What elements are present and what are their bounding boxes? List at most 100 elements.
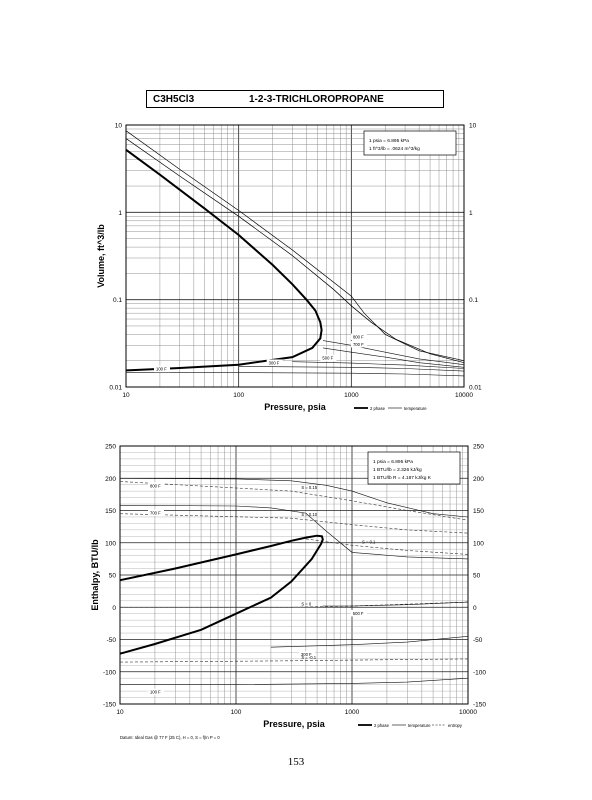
isotherm-label-bg [148, 688, 164, 696]
y-tick-label-right: 100 [473, 540, 484, 547]
isotherm-line [292, 361, 465, 369]
isotherm-label: 500 F [353, 611, 364, 616]
plot-frame [119, 445, 469, 705]
isotherm-label: 700 F [353, 342, 364, 347]
enthalpy-chart: 10 100 1000 10000-150-100-50050100150200250… [90, 444, 486, 741]
y-axis-label: Enthalpy, BTU/lb [90, 539, 100, 611]
isotherm-line [322, 347, 465, 368]
legend-label: entropy [448, 723, 463, 728]
temperature-curve [125, 130, 465, 362]
legend-label: 2 phase [370, 406, 386, 411]
legend-label: temperature [404, 406, 427, 411]
y-tick-label-right: 250 [473, 444, 484, 451]
plot-frame [125, 124, 465, 388]
isotherm-label-bg [148, 509, 164, 516]
y-tick-label: -150 [103, 702, 116, 709]
volume-chart: 10 100 1000 100000.010.11100.010.1110Pressu… [96, 123, 482, 413]
isotherm-label-bg [148, 482, 164, 489]
isotherm-label: 300 F [301, 652, 312, 657]
y-tick-label: 200 [105, 476, 116, 483]
y-tick-label: 100 [105, 540, 116, 547]
y-tick-label: 250 [105, 444, 116, 451]
compound-formula: C3H5Cl3 [153, 93, 195, 105]
entropy-line [120, 601, 469, 608]
entropy-line [119, 513, 469, 534]
y-tick-label-right: -100 [473, 669, 486, 676]
isotherm-label-bg [298, 651, 315, 658]
y-axis-label: Volume, ft^3/lb [96, 224, 106, 288]
legend-label: temperature [408, 723, 431, 728]
x-tick-label: 100 [233, 392, 244, 399]
isotherm-label: 700 F [150, 510, 161, 515]
entropy-label: S = 0 [301, 601, 312, 606]
isotherm-line [119, 478, 469, 518]
x-axis-label: Pressure, psia [263, 719, 326, 729]
datum-footnote: Datum: Ideal Gas @ 77 F (25 C), H = 0, S… [120, 735, 220, 740]
x-axis-label: Pressure, psia [264, 402, 327, 412]
isotherm-label-bg [350, 340, 367, 348]
compound-name: 1-2-3-TRICHLOROPROPANE [249, 93, 384, 105]
x-tick-label: 1000 [345, 709, 360, 716]
conversion-info-text: 1 psia = 6.895 kPa [369, 138, 409, 144]
entropy-label: S = 0.1 [362, 539, 376, 544]
isotherm-label-bg [266, 359, 283, 366]
entropy-line [119, 481, 469, 521]
y-tick-label: 0 [112, 605, 116, 612]
y-tick-label-right: -50 [473, 637, 483, 644]
y-tick-label-right: 0 [473, 605, 477, 612]
x-tick-label: 10000 [459, 709, 477, 716]
isotherm-label-bg [350, 333, 367, 341]
temperature-curve [125, 138, 465, 364]
y-tick-label-right: 10 [469, 123, 477, 130]
x-tick-label: 1000 [344, 392, 359, 399]
two-phase-curve [125, 148, 323, 372]
y-tick-label-right: 1 [469, 210, 473, 217]
chart-title-box: C3H5Cl3 1-2-3-TRICHLOROPROPANE [146, 90, 444, 108]
y-tick-label: -50 [107, 637, 117, 644]
two-phase-curve [119, 534, 324, 655]
entropy-label: S = 0.10 [301, 512, 317, 517]
conversion-info-text: 1 ft^3/lb = .0624 m^3/kg [369, 146, 420, 152]
isotherm-label: 800 F [150, 483, 161, 488]
isotherm-label: 100 F [156, 367, 167, 372]
isotherm-label-bg [154, 365, 170, 373]
conversion-info-text: 1 psia = 6.895 kPa [373, 459, 413, 465]
y-tick-label-right: 200 [473, 476, 484, 483]
y-tick-label: 10 [115, 123, 123, 130]
isotherm-line [120, 677, 469, 685]
isotherm-label-bg [350, 609, 367, 617]
y-tick-label-right: -150 [473, 702, 486, 709]
y-tick-label: -100 [103, 669, 116, 676]
x-tick-label: 10 [122, 392, 130, 399]
isotherm-label: 800 F [353, 335, 364, 340]
y-tick-label-right: 150 [473, 508, 484, 515]
x-tick-label: 100 [231, 709, 242, 716]
page-number: 153 [287, 756, 305, 768]
isotherm-label-bg [320, 354, 337, 362]
legend-label: 2 phase [374, 723, 390, 728]
isotherm-label: 300 F [269, 360, 280, 365]
entropy-line [305, 538, 469, 555]
y-tick-label: 150 [105, 508, 116, 515]
x-tick-label: 10000 [455, 392, 473, 399]
isotherm-line [126, 372, 465, 377]
conversion-info-box [367, 451, 461, 485]
isotherm-line [322, 601, 469, 607]
y-tick-label-right: 0.01 [469, 385, 482, 392]
y-tick-label: 50 [109, 573, 117, 580]
y-tick-label: 1 [118, 210, 122, 217]
isotherm-line [322, 340, 465, 365]
conversion-info-text: 1 BTU/lb R = 4.187 kJ/kg K [373, 475, 432, 481]
conversion-info-box [363, 130, 457, 156]
entropy-label: S = 0.15 [301, 485, 317, 490]
y-tick-label: 0.01 [109, 385, 122, 392]
isotherm-label: 500 F [322, 356, 333, 361]
x-tick-label: 10 [116, 709, 124, 716]
y-tick-label-right: 50 [473, 573, 481, 580]
y-tick-label: 0.1 [113, 297, 122, 304]
entropy-label: S = -0.1 [301, 655, 316, 660]
isotherm-line [270, 636, 469, 648]
isotherm-line [119, 505, 469, 560]
y-tick-label-right: 0.1 [469, 297, 478, 304]
